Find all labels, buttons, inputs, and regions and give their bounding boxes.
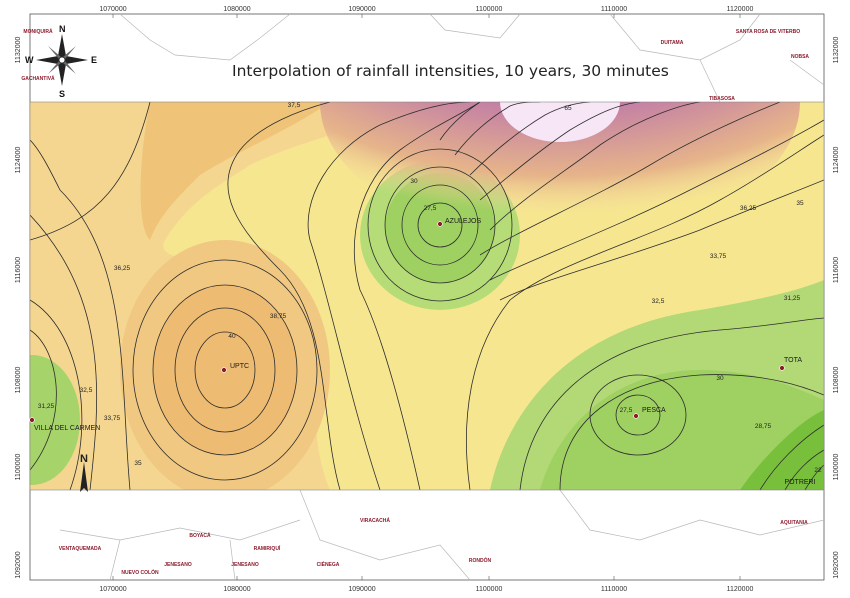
contour-lines [30, 102, 824, 490]
contour-label: 30 [410, 178, 418, 185]
interpolation-surface [30, 102, 824, 490]
y-tick-left: 1132000 [15, 37, 22, 64]
contour-label: 27,5 [620, 407, 633, 414]
town-label: NUEVO COLÓN [121, 568, 159, 576]
town-label: MONIQUIRÁ [23, 28, 53, 35]
station-marker[interactable]: POTRERI [784, 479, 815, 486]
station-marker[interactable]: TOTA [779, 357, 803, 371]
north-arrow-icon: N [80, 453, 88, 492]
y-tick-left: 1100000 [15, 454, 22, 481]
map-title: Interpolation of rainfall intensities, 1… [232, 62, 669, 80]
contour-label: 22 [814, 467, 822, 474]
station-name: AZULEJOS [445, 218, 482, 225]
y-tick-left: 1108000 [15, 367, 22, 394]
weather-stations: UPTC AZULEJOS PESCA TOTA VILLA DEL CARMEN POT… [29, 218, 816, 486]
station-name: PESCA [642, 407, 666, 414]
contour-label: 65 [564, 105, 572, 112]
y-tick-left: 1124000 [15, 147, 22, 174]
y-tick-right: 1100000 [833, 454, 840, 481]
station-dot-icon [633, 413, 639, 419]
station-name: POTRERI [784, 479, 815, 486]
y-tick-left: 1092000 [15, 551, 22, 578]
compass-n: N [59, 24, 66, 34]
x-tick-top: 1100000 [476, 6, 503, 13]
town-label: VIRACACHÁ [360, 517, 390, 524]
town-label: RONDÓN [469, 556, 492, 564]
contour-value-labels: 37,5 30 27,5 33,75 36,25 38,75 40 32,5 31,25 30 28… [38, 102, 822, 474]
town-label: DUITAMA [661, 40, 684, 46]
contour-label: 33,75 [104, 415, 121, 422]
compass-rose-icon: N S E W [25, 24, 97, 99]
contour-label: 31,25 [784, 295, 801, 302]
station-marker[interactable]: UPTC [221, 363, 249, 373]
town-label: SANTA ROSA DE VITERBO [736, 29, 800, 35]
x-tick-top: 1070000 [99, 6, 126, 13]
town-label: VENTAQUEMADA [59, 546, 102, 552]
contour-label: 31,25 [38, 403, 55, 410]
town-label: JENESANO [164, 562, 192, 568]
x-tick-top: 1080000 [223, 6, 250, 13]
town-label: AQUITANIA [780, 520, 808, 526]
town-label: CIÉNEGA [317, 560, 340, 568]
y-tick-left: 1116000 [15, 257, 22, 283]
x-tick-top: 1090000 [348, 6, 375, 13]
station-marker[interactable]: VILLA DEL CARMEN [29, 417, 101, 432]
town-label: RAMIRIQUÍ [254, 544, 281, 552]
station-marker[interactable]: AZULEJOS [437, 218, 482, 227]
contour-label: 36,25 [114, 265, 131, 272]
contour-label: 32,5 [652, 298, 665, 305]
compass-s: S [59, 89, 65, 99]
station-name: UPTC [230, 363, 249, 370]
station-dot-icon [437, 221, 443, 227]
station-name: TOTA [784, 357, 802, 364]
contour-label: 32,5 [80, 387, 93, 394]
town-label: TIBASOSA [709, 96, 735, 102]
contour-label: 36,25 [740, 205, 757, 212]
contour-label: 35 [134, 460, 142, 467]
x-tick-bottom: 1110000 [601, 586, 627, 593]
town-label: BOYACÁ [189, 532, 211, 539]
compass-e: E [91, 55, 97, 65]
x-tick-bottom: 1090000 [348, 586, 375, 593]
contour-label: 38,75 [270, 313, 287, 320]
station-name: VILLA DEL CARMEN [34, 425, 100, 432]
contour-label: 27,5 [424, 205, 437, 212]
y-tick-right: 1108000 [833, 367, 840, 394]
x-tick-top: 1110000 [601, 6, 627, 13]
y-tick-right: 1132000 [833, 37, 840, 64]
contour-label: 30 [716, 375, 724, 382]
y-tick-right: 1116000 [833, 257, 840, 283]
contour-label: 37,5 [288, 102, 301, 109]
station-dot-icon [779, 365, 785, 371]
municipal-boundaries [59, 13, 825, 581]
station-marker[interactable]: PESCA [633, 407, 666, 419]
x-tick-bottom: 1070000 [99, 586, 126, 593]
y-tick-right: 1124000 [833, 147, 840, 174]
y-tick-right: 1092000 [833, 551, 840, 578]
coordinate-ticks: 1070000 1080000 1090000 1100000 1110000 11200… [15, 6, 840, 593]
x-tick-bottom: 1080000 [223, 586, 250, 593]
town-label: GACHANTIVÁ [21, 75, 55, 82]
contour-label: 28,75 [755, 423, 772, 430]
contour-label: 33,75 [710, 253, 727, 260]
town-labels: MONIQUIRÁ GACHANTIVÁ DUITAMA SANTA ROSA DE … [21, 28, 809, 576]
x-tick-bottom: 1100000 [476, 586, 503, 593]
svg-text:N: N [80, 453, 88, 465]
x-tick-top: 1120000 [727, 6, 754, 13]
x-tick-bottom: 1120000 [727, 586, 754, 593]
contour-label: 35 [796, 200, 804, 207]
town-label: JENESANO [231, 562, 259, 568]
town-label: NOBSA [791, 54, 809, 60]
station-dot-icon [29, 417, 35, 423]
station-dot-icon [221, 367, 227, 373]
contour-label: 40 [228, 333, 236, 340]
compass-w: W [25, 55, 34, 65]
